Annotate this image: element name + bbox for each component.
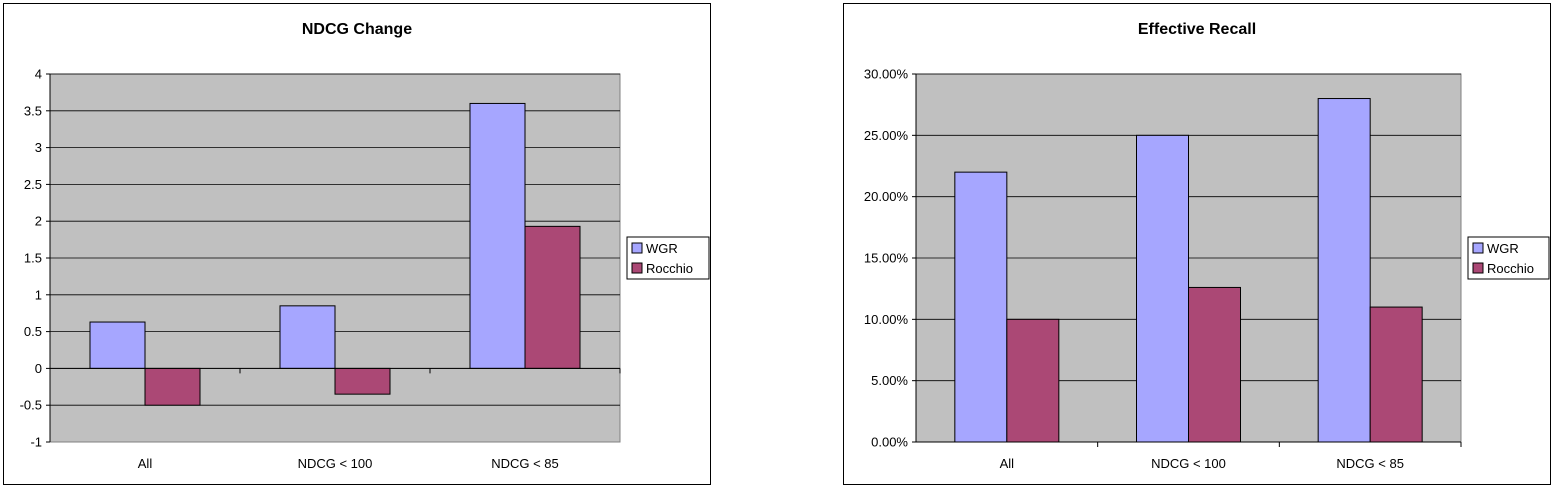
- legend: WGR Rocchio: [626, 236, 710, 280]
- chart-title: NDCG Change: [302, 21, 412, 38]
- y-tick-label: -0.5: [20, 398, 42, 413]
- y-tick-label: 3.5: [24, 103, 42, 118]
- ndcg-change-chart: NDCG Change -1 -0.5 0 0.5 1 1.5 2 2.5 3 3.5 4 All N…: [3, 3, 711, 485]
- bar-rocchio-ndcg-85: [1369, 306, 1423, 443]
- legend-swatch-wgr: [1472, 242, 1484, 254]
- legend-label-rocchio: Rocchio: [1487, 261, 1534, 276]
- x-tick-label: All: [138, 456, 153, 471]
- x-tick-label: NDCG < 85: [491, 456, 559, 471]
- legend-label-wgr: WGR: [1487, 241, 1519, 256]
- y-tick-label: 1.5: [24, 251, 42, 266]
- y-tick-label: 2.5: [24, 177, 42, 192]
- y-tick-label: 4: [35, 67, 42, 82]
- y-tick-label: 30.00%: [864, 67, 909, 82]
- bar-wgr-ndcg-85: [1317, 98, 1371, 443]
- legend-swatch-wgr: [631, 242, 643, 254]
- legend-swatch-rocchio: [631, 262, 643, 274]
- chart-title: Effective Recall: [1138, 21, 1256, 38]
- bar-rocchio-all: [1006, 318, 1060, 443]
- x-tick-label: NDCG < 100: [1151, 456, 1226, 471]
- legend-label-rocchio: Rocchio: [646, 261, 693, 276]
- x-tick-label: NDCG < 100: [298, 456, 373, 471]
- bar-wgr-ndcg-100: [279, 305, 336, 369]
- legend-swatch-rocchio: [1472, 262, 1484, 274]
- bar-wgr-ndcg-100: [1136, 134, 1189, 443]
- y-tick-label: 3: [35, 140, 42, 155]
- x-tick-label: NDCG < 85: [1336, 456, 1404, 471]
- effective-recall-chart: Effective Recall 0.00% 5.00% 10.00% 15.00% 2…: [843, 3, 1551, 485]
- legend-label-wgr: WGR: [646, 241, 678, 256]
- y-tick-label: 0: [35, 361, 42, 376]
- y-tick-label: 10.00%: [864, 312, 909, 327]
- bar-rocchio-ndcg-100: [334, 367, 391, 395]
- y-tick-label: 0.5: [24, 324, 42, 339]
- legend: WGR Rocchio: [1467, 236, 1550, 280]
- bar-rocchio-all: [144, 367, 201, 406]
- bar-wgr-all: [89, 321, 146, 369]
- bar-rocchio-ndcg-100: [1188, 286, 1241, 443]
- y-tick-label: 0.00%: [871, 435, 908, 450]
- y-tick-label: 20.00%: [864, 189, 909, 204]
- y-tick-label: 15.00%: [864, 251, 909, 266]
- y-tick-label: 5.00%: [871, 373, 908, 388]
- y-tick-label: 1: [35, 287, 42, 302]
- y-tick-label: 25.00%: [864, 128, 909, 143]
- y-tick-label: 2: [35, 214, 42, 229]
- y-tick-label: -1: [30, 435, 42, 450]
- bar-wgr-ndcg-85: [469, 102, 526, 369]
- bar-wgr-all: [954, 171, 1008, 443]
- x-tick-label: All: [1000, 456, 1015, 471]
- bar-rocchio-ndcg-85: [524, 225, 581, 369]
